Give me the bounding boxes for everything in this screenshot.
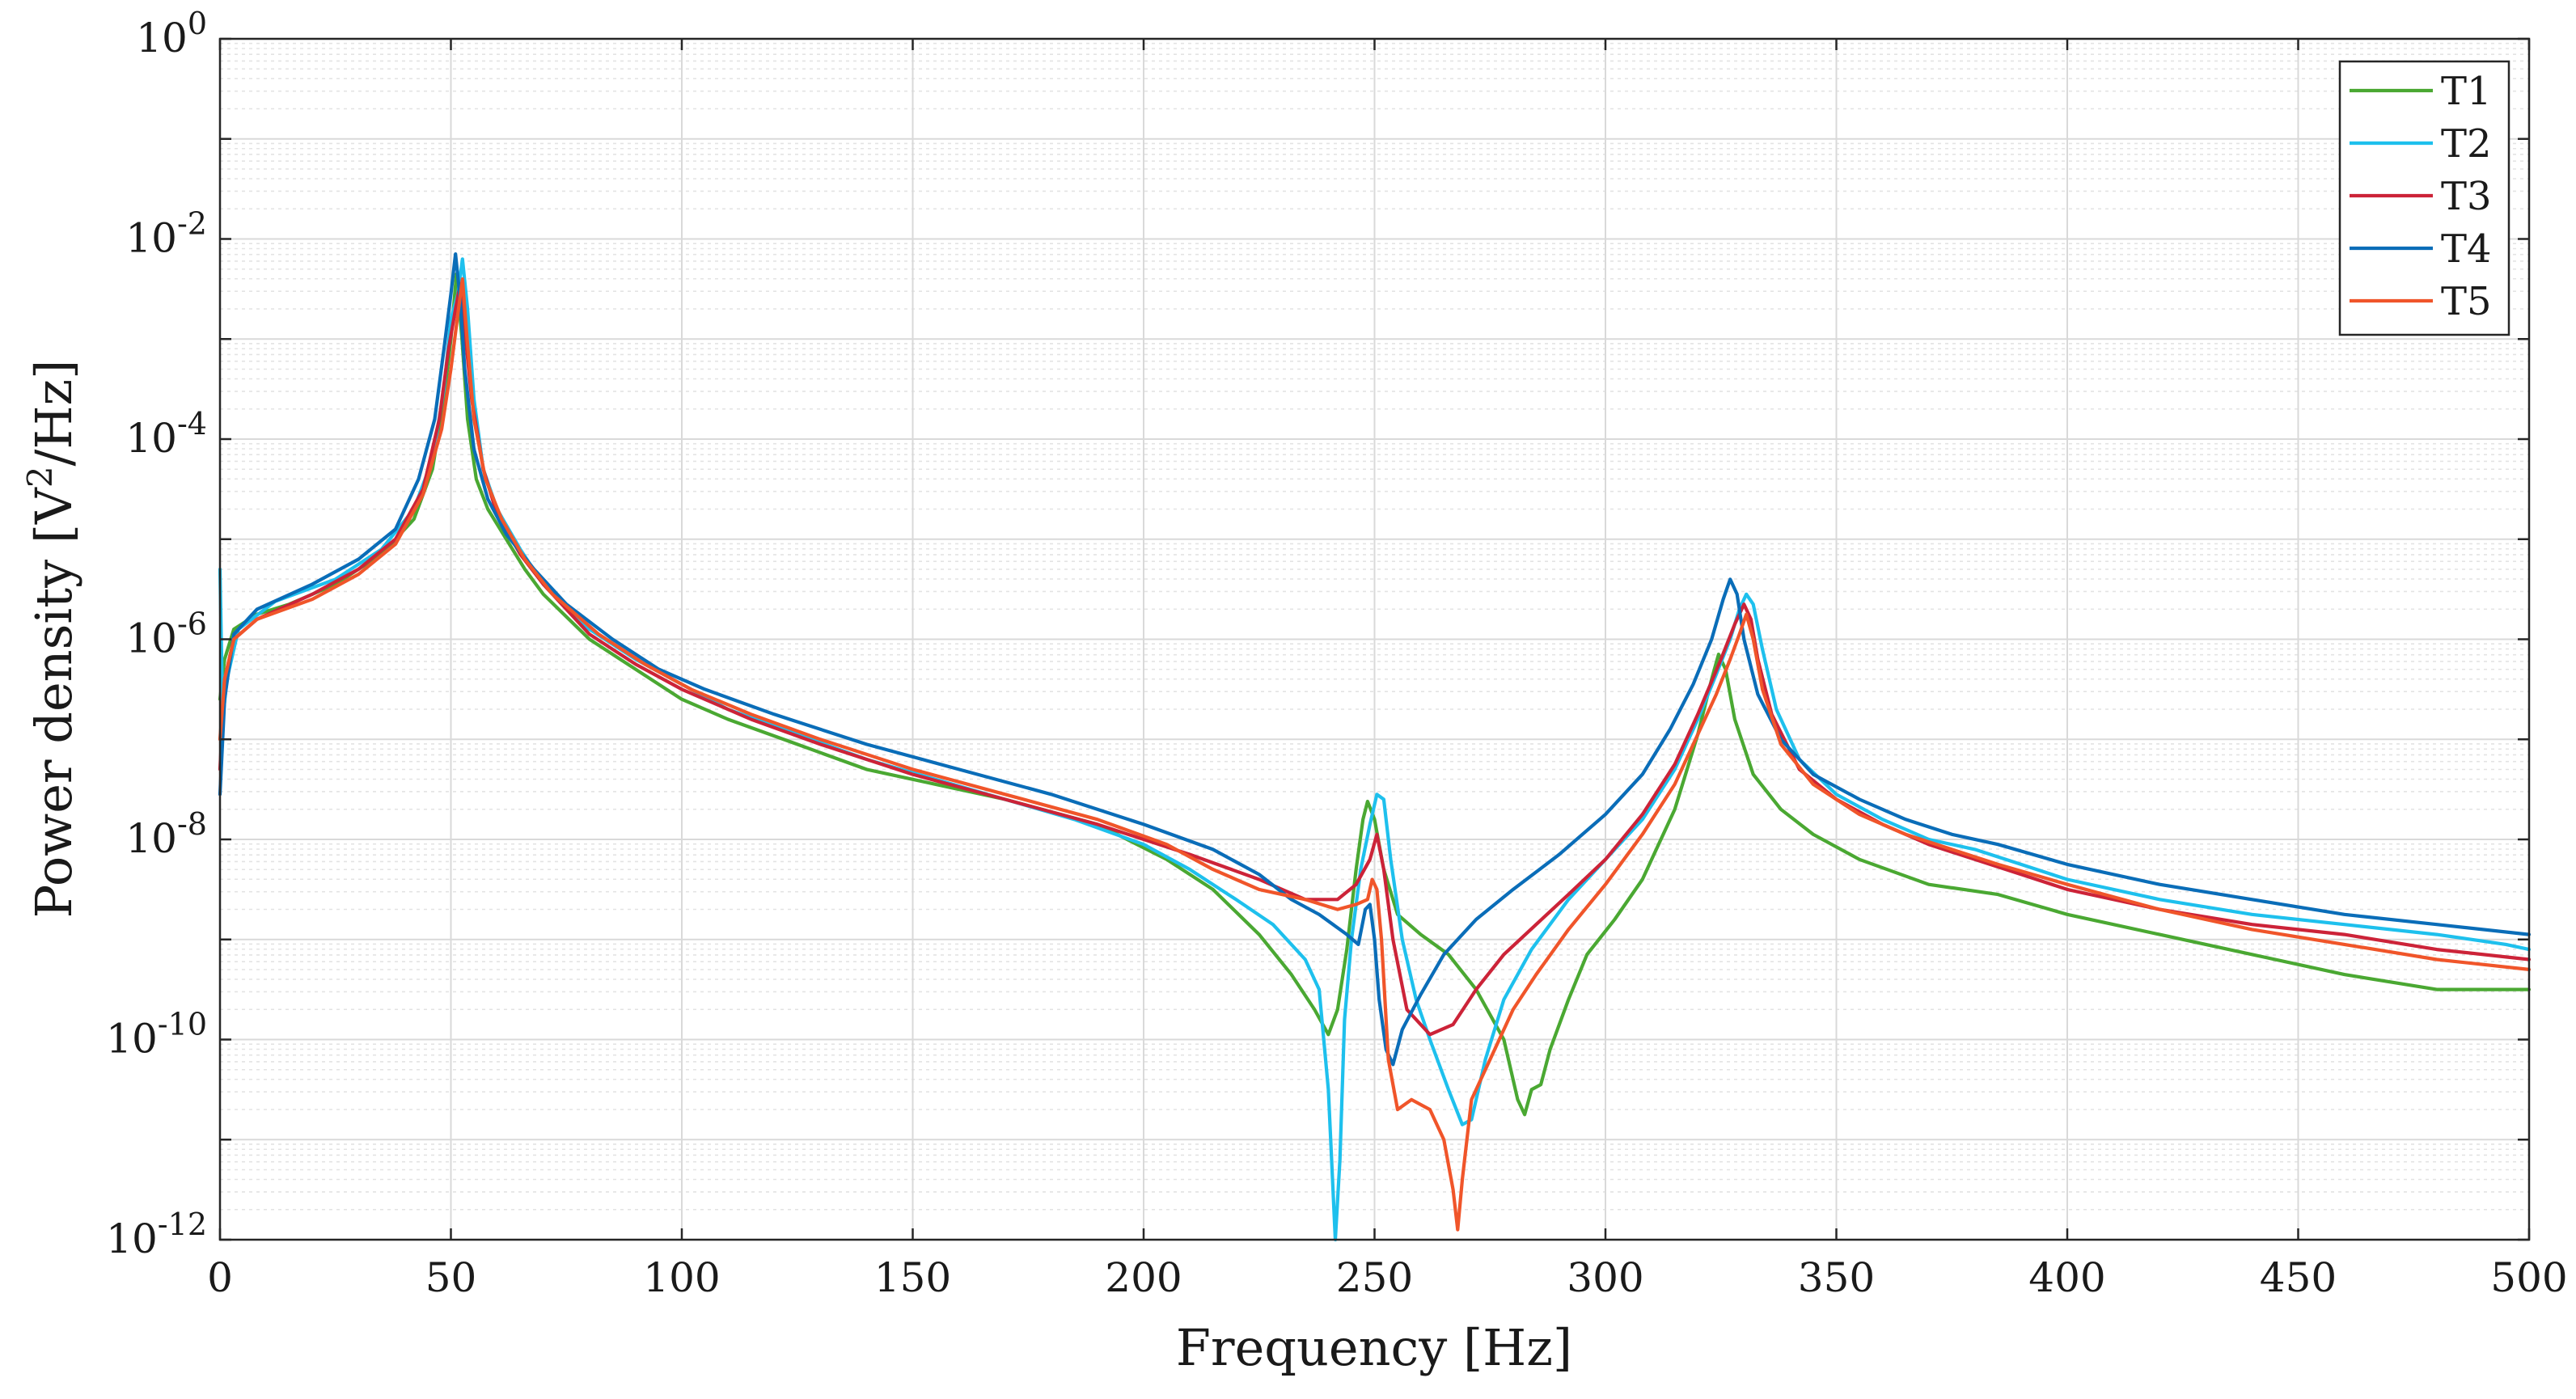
y-tick-label: 10-6 bbox=[125, 607, 207, 662]
y-tick-label: 10-10 bbox=[106, 1007, 207, 1063]
y-tick-label-exponent: -12 bbox=[158, 1207, 207, 1242]
y-axis-title-main: Power density [V bbox=[24, 487, 83, 918]
legend-entry-t4: T4 bbox=[2350, 226, 2492, 272]
legend-entry-t5: T5 bbox=[2350, 279, 2492, 324]
y-tick-label-base: 10 bbox=[106, 1016, 158, 1063]
series-line-t3 bbox=[218, 282, 2532, 1037]
x-tick-label: 450 bbox=[2260, 1254, 2337, 1301]
y-tick-label-exponent: 0 bbox=[188, 6, 207, 41]
legend-box bbox=[2338, 60, 2510, 336]
y-tick-label-exponent: -2 bbox=[177, 206, 207, 242]
y-axis-title-suffix: /Hz] bbox=[24, 360, 83, 467]
legend-label: T4 bbox=[2441, 226, 2492, 272]
y-tick-label-base: 10 bbox=[136, 15, 188, 61]
x-tick-label: 400 bbox=[2028, 1254, 2105, 1301]
y-tick-label-exponent: -8 bbox=[177, 806, 207, 842]
x-tick-label: 200 bbox=[1105, 1254, 1182, 1301]
legend: T1 T2 T3 T4 T5 bbox=[2338, 60, 2510, 336]
y-tick-label-exponent: -6 bbox=[177, 607, 207, 642]
series-layer bbox=[218, 252, 2532, 1242]
series-line-t5 bbox=[218, 277, 2532, 1232]
x-tick-label: 0 bbox=[207, 1254, 233, 1301]
y-axis-title-sup: 2 bbox=[20, 466, 60, 488]
y-tick-label-exponent: -4 bbox=[177, 406, 207, 442]
y-axis-title: Power density [V2/Hz] bbox=[20, 360, 84, 919]
y-tick-label: 100 bbox=[136, 6, 207, 61]
legend-label: T2 bbox=[2441, 121, 2492, 167]
x-tick-label: 250 bbox=[1336, 1254, 1413, 1301]
x-tick-label: 150 bbox=[874, 1254, 951, 1301]
y-tick-label: 10-12 bbox=[106, 1207, 207, 1262]
y-tick-label: 10-4 bbox=[125, 406, 207, 462]
x-tick-label: 50 bbox=[425, 1254, 477, 1301]
y-tick-label-base: 10 bbox=[125, 215, 177, 262]
y-tick-label-base: 10 bbox=[106, 1215, 158, 1262]
x-tick-label: 500 bbox=[2490, 1254, 2567, 1301]
y-tick-label: 10-2 bbox=[125, 206, 207, 262]
legend-entry-t3: T3 bbox=[2350, 174, 2492, 219]
legend-entry-t2: T2 bbox=[2350, 121, 2492, 167]
legend-label: T3 bbox=[2441, 174, 2492, 219]
y-tick-label-base: 10 bbox=[125, 815, 177, 862]
x-tick-label: 350 bbox=[1798, 1254, 1875, 1301]
legend-label: T5 bbox=[2441, 279, 2492, 324]
legend-entry-t1: T1 bbox=[2350, 69, 2492, 114]
legend-label: T1 bbox=[2441, 69, 2492, 114]
y-tick-label-exponent: -10 bbox=[158, 1007, 207, 1042]
y-tick-label-base: 10 bbox=[125, 615, 177, 662]
x-tick-label: 300 bbox=[1567, 1254, 1643, 1301]
y-tick-marks bbox=[220, 37, 2529, 1241]
minor-grid bbox=[220, 42, 2529, 1211]
x-tick-marks bbox=[218, 39, 2531, 1240]
y-tick-label: 10-8 bbox=[125, 806, 207, 862]
x-axis-title: Frequency [Hz] bbox=[1176, 1318, 1572, 1377]
x-tick-labels: 0 50 100 150 200 250 300 350 400 450 500 bbox=[207, 1254, 2568, 1301]
y-tick-label-base: 10 bbox=[125, 415, 177, 462]
x-tick-label: 100 bbox=[643, 1254, 720, 1301]
